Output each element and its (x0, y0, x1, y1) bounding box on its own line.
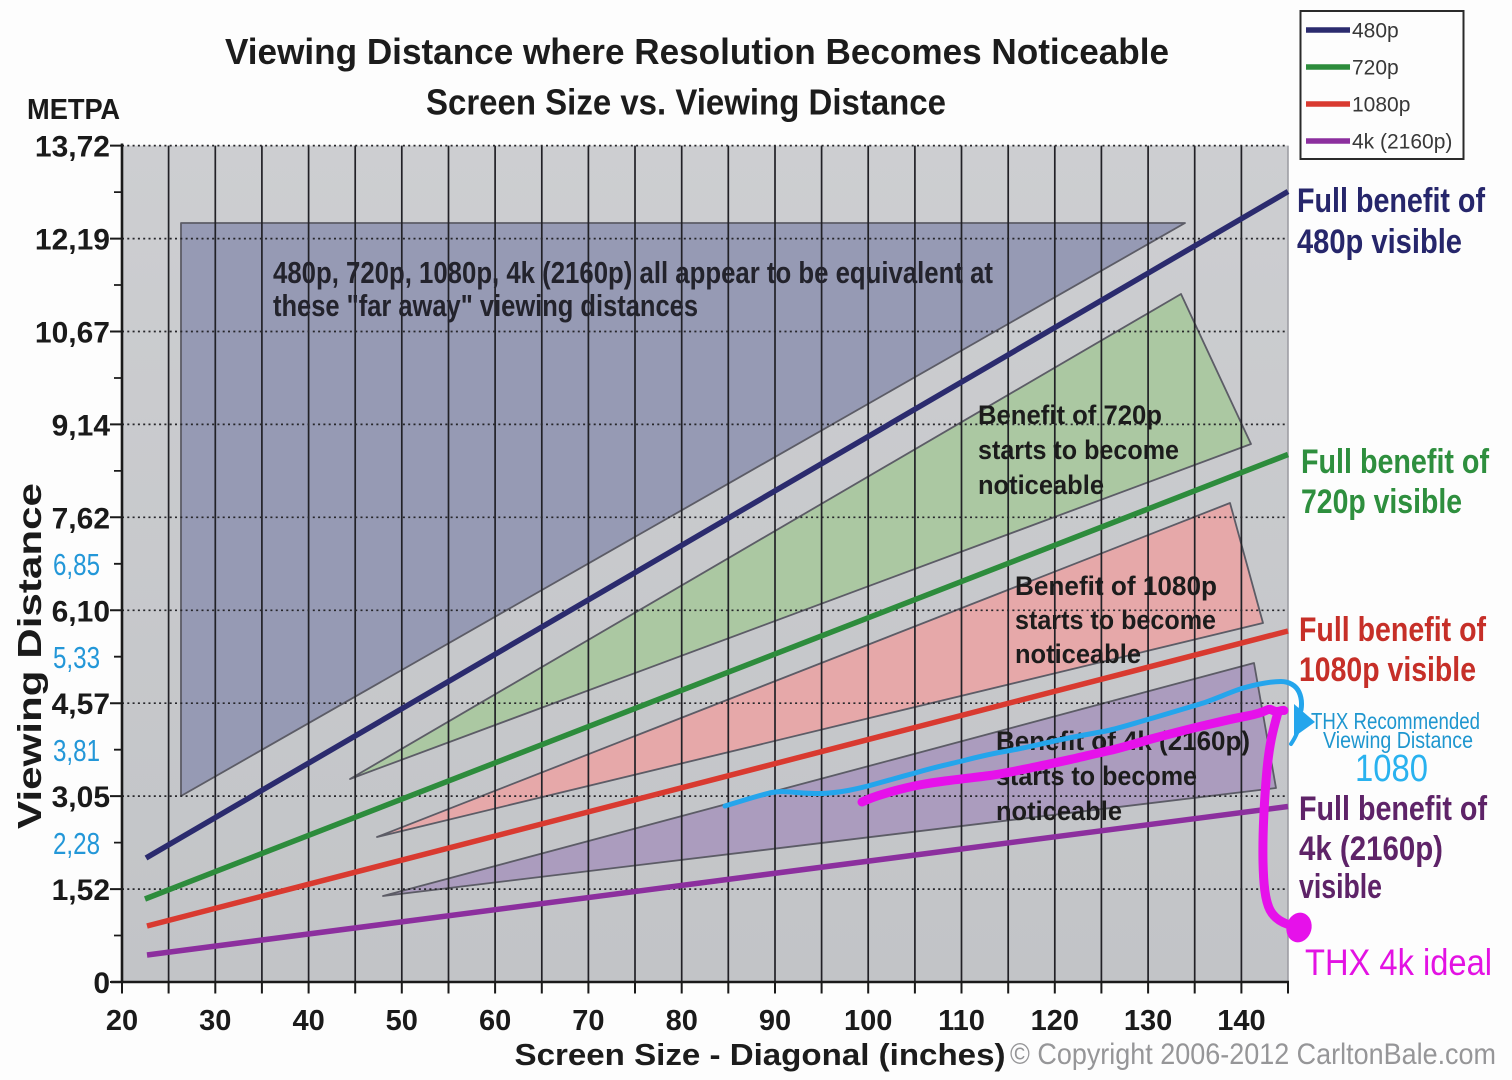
svg-text:100: 100 (844, 1005, 892, 1037)
svg-text:4k (2160p): 4k (2160p) (1299, 830, 1443, 868)
svg-text:these "far away" viewing dista: these "far away" viewing distances (273, 288, 698, 323)
svg-text:720p visible: 720p visible (1301, 483, 1462, 521)
svg-text:60: 60 (479, 1005, 511, 1037)
svg-text:Viewing Distance: Viewing Distance (11, 483, 48, 829)
svg-text:5,33: 5,33 (53, 640, 100, 675)
svg-text:90: 90 (759, 1005, 791, 1037)
svg-text:1080: 1080 (1355, 748, 1428, 790)
svg-text:9,14: 9,14 (52, 409, 111, 442)
svg-text:1,52: 1,52 (52, 874, 110, 907)
svg-text:Screen Size - Diagonal (inches: Screen Size - Diagonal (inches) (515, 1037, 1006, 1072)
svg-text:13,72: 13,72 (35, 131, 110, 164)
svg-text:140: 140 (1217, 1005, 1265, 1037)
svg-text:10,67: 10,67 (35, 317, 110, 350)
svg-text:Benefit of 1080p: Benefit of 1080p (1015, 571, 1217, 601)
svg-text:40: 40 (292, 1005, 324, 1037)
svg-text:30: 30 (199, 1005, 231, 1037)
svg-text:70: 70 (572, 1005, 604, 1037)
svg-text:120: 120 (1031, 1005, 1079, 1037)
svg-text:starts to become: starts to become (978, 435, 1179, 465)
svg-text:THX 4k ideal: THX 4k ideal (1305, 942, 1492, 983)
svg-text:12,19: 12,19 (35, 224, 110, 257)
svg-text:Full benefit of: Full benefit of (1301, 443, 1490, 481)
svg-text:3,05: 3,05 (52, 781, 110, 814)
svg-text:1080p: 1080p (1352, 94, 1410, 117)
svg-text:noticeable: noticeable (978, 470, 1104, 500)
svg-text:480p visible: 480p visible (1297, 223, 1462, 261)
svg-text:Screen Size vs. Viewing Distan: Screen Size vs. Viewing Distance (426, 82, 946, 123)
svg-text:80: 80 (666, 1005, 698, 1037)
svg-text:4k (2160p): 4k (2160p) (1352, 131, 1452, 154)
svg-text:Full benefit of: Full benefit of (1299, 611, 1487, 649)
svg-text:Viewing Distance: Viewing Distance (1323, 727, 1473, 753)
svg-text:3,81: 3,81 (53, 733, 100, 768)
svg-text:0: 0 (93, 967, 110, 1000)
svg-text:МЕТРА: МЕТРА (27, 94, 120, 126)
svg-text:720p: 720p (1352, 57, 1399, 80)
svg-text:THX Recommended: THX Recommended (1311, 708, 1480, 734)
svg-text:Full benefit of: Full benefit of (1297, 182, 1486, 220)
svg-text:1080p visible: 1080p visible (1299, 651, 1476, 689)
svg-text:6,85: 6,85 (53, 547, 100, 582)
svg-text:110: 110 (938, 1005, 985, 1037)
svg-text:starts to become: starts to become (1015, 605, 1216, 635)
svg-text:4,57: 4,57 (52, 688, 110, 721)
svg-text:noticeable: noticeable (1015, 639, 1141, 669)
svg-text:© Copyright 2006-2012 CarltonB: © Copyright 2006-2012 CarltonBale.com (1010, 1038, 1496, 1071)
svg-text:6,10: 6,10 (52, 595, 110, 628)
svg-text:480p, 720p, 1080p, 4k (2160p): 480p, 720p, 1080p, 4k (2160p) all appear… (273, 255, 993, 290)
svg-text:Full benefit of: Full benefit of (1299, 790, 1488, 828)
svg-text:480p: 480p (1352, 20, 1399, 43)
svg-text:50: 50 (386, 1005, 418, 1037)
svg-text:130: 130 (1124, 1005, 1172, 1037)
svg-text:noticeable: noticeable (996, 796, 1122, 826)
svg-text:7,62: 7,62 (52, 502, 110, 535)
svg-text:visible: visible (1299, 868, 1382, 906)
svg-text:Benefit of 720p: Benefit of 720p (978, 400, 1162, 430)
svg-text:2,28: 2,28 (53, 826, 100, 861)
svg-text:20: 20 (106, 1005, 138, 1037)
svg-text:Viewing Distance where Resolut: Viewing Distance where Resolution Become… (225, 31, 1169, 72)
